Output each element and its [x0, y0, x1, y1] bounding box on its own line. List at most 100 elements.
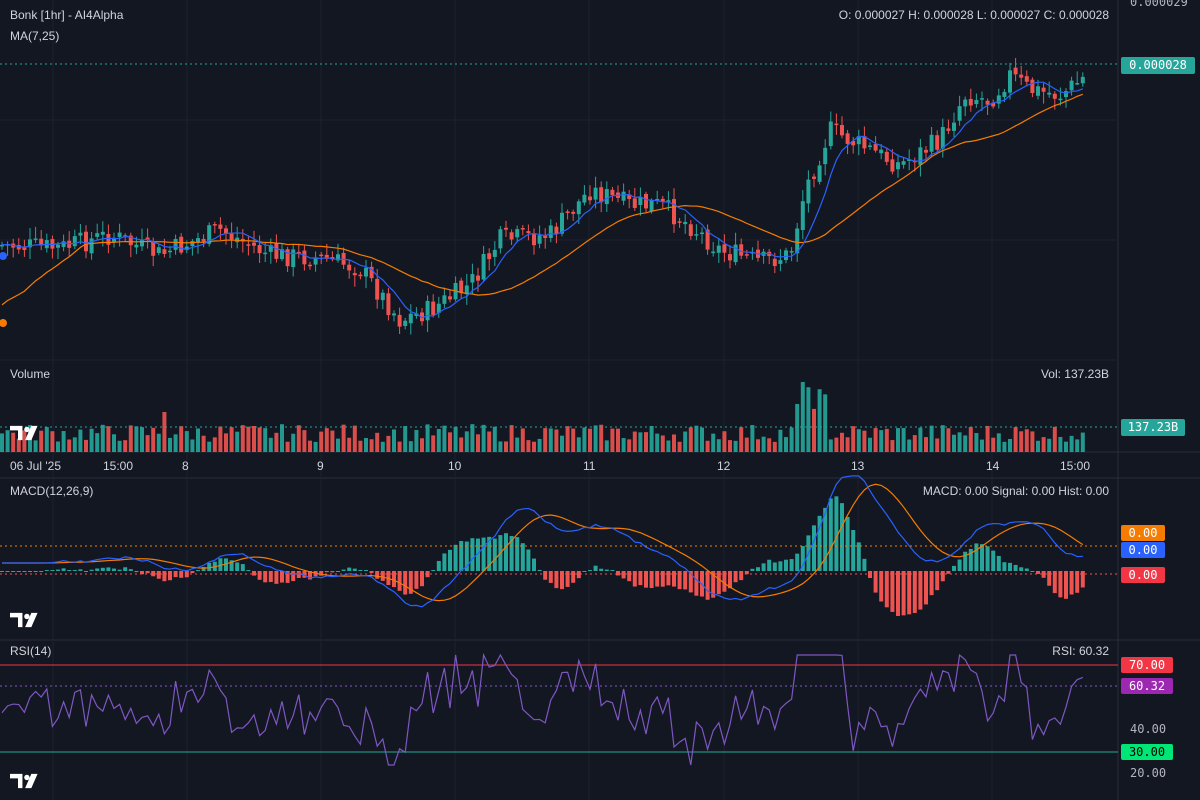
macd-histogram-bar: [980, 544, 984, 571]
macd-histogram-bar: [677, 571, 682, 590]
volume-bar: [750, 425, 755, 452]
macd-histogram-bar: [756, 567, 760, 571]
volume-bar: [504, 441, 508, 452]
candle-body: [526, 231, 531, 234]
volume-bar: [638, 432, 643, 452]
candle-body: [576, 201, 581, 215]
volume-bar: [44, 427, 49, 452]
volume-bar: [89, 428, 94, 452]
candle-body: [946, 128, 951, 131]
candle-body: [537, 235, 542, 244]
macd-label[interactable]: MACD(12,26,9): [10, 484, 94, 498]
volume-bar: [800, 382, 805, 452]
volume-bar: [604, 440, 609, 452]
macd-histogram-bar: [1030, 571, 1035, 572]
volume-bar: [610, 428, 615, 452]
volume-bar: [453, 426, 458, 452]
candle-body: [565, 211, 570, 213]
candle-body: [22, 247, 27, 251]
candle-body: [991, 102, 996, 107]
macd-hist-badge: 0.00: [1121, 567, 1165, 583]
volume-label[interactable]: Volume: [10, 367, 51, 381]
volume-bar: [308, 440, 312, 452]
volume-bar: [744, 437, 749, 452]
volume-bar: [268, 437, 273, 452]
candle-body: [884, 151, 889, 162]
candle-body: [593, 187, 598, 200]
macd-histogram-bar: [112, 568, 116, 571]
candle-body: [207, 225, 212, 244]
candle-body: [638, 196, 643, 206]
macd-histogram-bar: [548, 571, 553, 583]
rsi-label[interactable]: RSI(14): [10, 644, 52, 658]
volume-bar: [212, 437, 217, 452]
volume-bar: [588, 428, 592, 452]
rsi-line: [1, 652, 1084, 766]
candle-body: [543, 234, 548, 239]
macd-histogram-bar: [963, 551, 968, 571]
last-price-badge: 0.000028: [1121, 57, 1195, 74]
macd-histogram-bar: [72, 570, 77, 571]
macd-histogram-bar: [162, 571, 167, 582]
macd-histogram-bar: [33, 571, 38, 572]
macd-histogram-bar: [414, 571, 419, 589]
candle-body: [621, 191, 626, 201]
volume-bar: [554, 429, 559, 452]
macd-histogram-bar: [442, 553, 447, 571]
candle-body: [840, 125, 844, 136]
macd-histogram-bar: [464, 541, 469, 571]
candle-body: [470, 274, 475, 283]
macd-histogram-bar: [61, 568, 66, 571]
volume-bar: [677, 441, 682, 452]
macd-histogram-bar: [341, 569, 346, 571]
ma-indicator-label[interactable]: MA(7,25): [10, 29, 60, 43]
tradingview-logo-icon[interactable]: [10, 424, 42, 442]
rsi-pane: [0, 652, 1118, 766]
volume-bar: [352, 425, 357, 452]
candle-body: [224, 228, 228, 234]
candle-body: [369, 266, 374, 279]
macd-histogram-bar: [285, 571, 290, 583]
volume-bar: [772, 441, 777, 452]
volume-bar: [492, 426, 497, 452]
candle-body: [504, 227, 508, 230]
candle-body: [134, 244, 139, 248]
tradingview-logo-icon[interactable]: [10, 772, 42, 790]
candle-body: [313, 257, 318, 265]
candle-body: [476, 275, 480, 281]
candle-body: [56, 244, 60, 248]
volume-bar: [672, 434, 676, 452]
candle-body: [711, 251, 716, 254]
macd-histogram-bar: [728, 571, 732, 589]
volume-bar: [252, 425, 256, 452]
macd-histogram-bar: [851, 529, 856, 571]
candle-body: [828, 121, 833, 147]
volume-bar: [644, 432, 648, 452]
price-tick-top: 0.000029: [1130, 0, 1188, 9]
macd-histogram-bar: [504, 533, 508, 571]
macd-histogram-bar: [571, 571, 576, 583]
volume-bar: [828, 439, 833, 452]
candle-body: [599, 187, 604, 203]
tradingview-logo-icon[interactable]: [10, 611, 42, 629]
volume-bar: [302, 430, 307, 452]
volume-bar: [313, 441, 318, 452]
macd-histogram-bar: [431, 570, 436, 571]
macd-histogram-bar: [655, 571, 660, 587]
volume-bar: [520, 428, 525, 452]
volume-bar: [425, 424, 430, 452]
macd-histogram-bar: [588, 570, 592, 571]
candle-body: [823, 147, 828, 165]
volume-bar: [711, 433, 716, 452]
macd-histogram-bar: [532, 558, 536, 571]
volume-bar: [576, 437, 581, 452]
macd-histogram-bar: [151, 571, 156, 577]
macd-histogram-bar: [296, 571, 301, 578]
volume-bar: [448, 432, 452, 452]
candle-body: [184, 246, 189, 251]
volume-bar: [784, 437, 788, 452]
macd-histogram-bar: [644, 571, 648, 588]
macd-histogram-bar: [476, 538, 480, 571]
